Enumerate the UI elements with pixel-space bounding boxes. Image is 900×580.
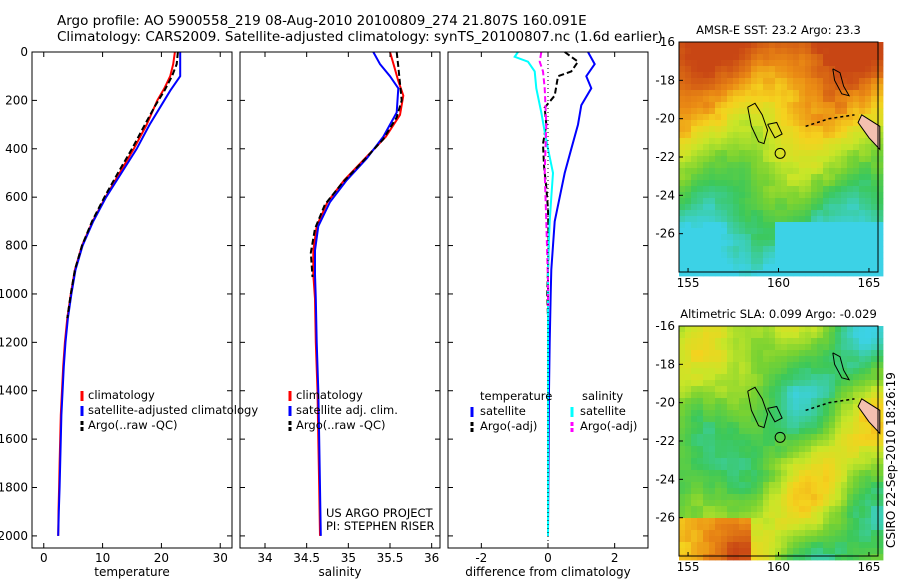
reef-outline xyxy=(767,405,783,423)
map-y-tick-label: -20 xyxy=(655,396,675,410)
track-line xyxy=(805,114,855,128)
y-tick-label: 1200 xyxy=(0,335,28,349)
x-tick-label: 34 xyxy=(257,551,272,565)
map-x-tick-label: 165 xyxy=(858,276,881,290)
series-line-temperature-1 xyxy=(57,52,182,536)
legend-entry-diff: satellite xyxy=(480,404,526,418)
x-tick-label: 10 xyxy=(95,551,110,565)
map-y-tick-label: -18 xyxy=(655,73,675,87)
y-tick-label: 800 xyxy=(5,239,28,253)
series-line-salinity-1 xyxy=(314,51,400,536)
x-axis-label-salinity: salinity xyxy=(318,565,361,579)
map-y-tick-label: -24 xyxy=(655,472,675,486)
legend-title-temperature: temperature xyxy=(480,389,552,403)
map-x-tick-label: 160 xyxy=(767,276,790,290)
map-y-tick-label: -20 xyxy=(655,112,675,126)
y-tick-label: 2000 xyxy=(0,529,28,543)
reef-outline xyxy=(832,68,851,97)
map-y-tick-label: -22 xyxy=(655,150,675,164)
legend-entry-salinity: climatology xyxy=(296,388,363,402)
reef-outline xyxy=(747,386,769,429)
map-x-tick-label: 160 xyxy=(767,560,790,574)
series-line-difference-3 xyxy=(538,51,549,306)
map-x-tick-label: 155 xyxy=(677,276,700,290)
argo-position-marker xyxy=(774,431,786,443)
axes-frame-temperature xyxy=(31,51,233,549)
axes-frame-salinity xyxy=(239,51,441,549)
legend-entry-diff: Argo(-adj) xyxy=(580,419,637,433)
map-y-tick-label: -16 xyxy=(655,319,675,333)
reef-outline xyxy=(767,121,783,139)
y-tick-label: 0 xyxy=(20,45,28,59)
y-tick-label: 1800 xyxy=(0,481,28,495)
map-y-tick-label: -16 xyxy=(655,35,675,49)
series-line-temperature-0 xyxy=(57,51,176,536)
series-line-difference-2 xyxy=(513,51,555,536)
map-y-tick-label: -18 xyxy=(655,357,675,371)
series-line-temperature-2 xyxy=(66,51,179,319)
credit-line1: US ARGO PROJECT xyxy=(326,506,433,520)
profile-panel-salinity: 34 34.5 35 35.5 36 salinity climatologysatelli… xyxy=(239,51,441,579)
x-tick-label: -2 xyxy=(475,551,487,565)
track-line xyxy=(805,398,855,412)
y-tick-label: 1000 xyxy=(0,287,28,301)
land-patch xyxy=(857,114,881,151)
credit-line2: PI: STEPHEN RISER xyxy=(326,519,435,533)
series-line-salinity-2 xyxy=(309,51,403,278)
sidebar-timestamp: CSIRO 22-Sep-2010 18:26:19 xyxy=(884,372,898,548)
reef-outline xyxy=(832,352,851,381)
legend-entry-salinity: satellite adj. clim. xyxy=(296,403,398,417)
legend-entry-temperature: Argo(..raw -QC) xyxy=(88,418,178,432)
map-y-tick-label: -24 xyxy=(655,188,675,202)
map-title-sst_map: AMSR-E SST: 23.2 Argo: 23.3 xyxy=(696,23,861,37)
x-tick-label: 35 xyxy=(341,551,356,565)
x-tick-label: 2 xyxy=(611,551,619,565)
x-tick-label: 0 xyxy=(40,551,48,565)
figure-title-line1: Argo profile: AO 5900558_219 08-Aug-2010… xyxy=(57,13,587,29)
x-tick-label: 34.5 xyxy=(293,551,320,565)
map-field-sla_map xyxy=(679,326,884,561)
map-title-sla_map: Altimetric SLA: 0.099 Argo: -0.029 xyxy=(680,307,877,321)
profile-panel-temperature: 0 200 400 600 800 1000 1200 1400 1600 1800 2000 0 10… xyxy=(0,45,258,579)
map-x-tick-label: 155 xyxy=(677,560,700,574)
y-tick-label: 1600 xyxy=(0,432,28,446)
map-y-tick-label: -22 xyxy=(655,434,675,448)
series-line-difference-0 xyxy=(547,51,596,536)
legend-entry-salinity: Argo(..raw -QC) xyxy=(296,418,386,432)
argo-position-marker xyxy=(774,147,786,159)
x-axis-label-difference: difference from climatology xyxy=(465,565,631,579)
x-axis-label-temperature: temperature xyxy=(94,565,169,579)
map-panel-sla_map: -16 -18 -20 -22 -24 -26 155 160 165 Altimetric SL… xyxy=(655,307,884,574)
x-tick-label: 36 xyxy=(424,551,439,565)
map-y-tick-label: -26 xyxy=(655,227,675,241)
figure-title-line2: Climatology: CARS2009. Satellite-adjuste… xyxy=(57,29,663,45)
x-tick-label: 30 xyxy=(213,551,228,565)
map-field-sst_map xyxy=(679,42,884,277)
legend-title-salinity: salinity xyxy=(582,389,623,403)
x-tick-label: 0 xyxy=(544,551,552,565)
legend-entry-temperature: satellite-adjusted climatology xyxy=(88,403,258,417)
reef-outline xyxy=(747,102,769,145)
legend-entry-diff: Argo(-adj) xyxy=(480,419,537,433)
map-y-tick-label: -26 xyxy=(655,511,675,525)
y-tick-label: 200 xyxy=(5,93,28,107)
y-tick-label: 1400 xyxy=(0,384,28,398)
land-patch xyxy=(857,398,881,435)
series-line-difference-1 xyxy=(541,51,580,319)
y-tick-label: 400 xyxy=(5,142,28,156)
map-panel-sst_map: -16 -18 -20 -22 -24 -26 155 160 165 AMSR-E SST: 2… xyxy=(655,23,884,290)
x-tick-label: 35.5 xyxy=(377,551,404,565)
map-x-tick-label: 165 xyxy=(858,560,881,574)
x-tick-label: 20 xyxy=(154,551,169,565)
y-tick-label: 600 xyxy=(5,190,28,204)
legend-entry-diff: satellite xyxy=(580,404,626,418)
legend-entry-temperature: climatology xyxy=(88,388,155,402)
